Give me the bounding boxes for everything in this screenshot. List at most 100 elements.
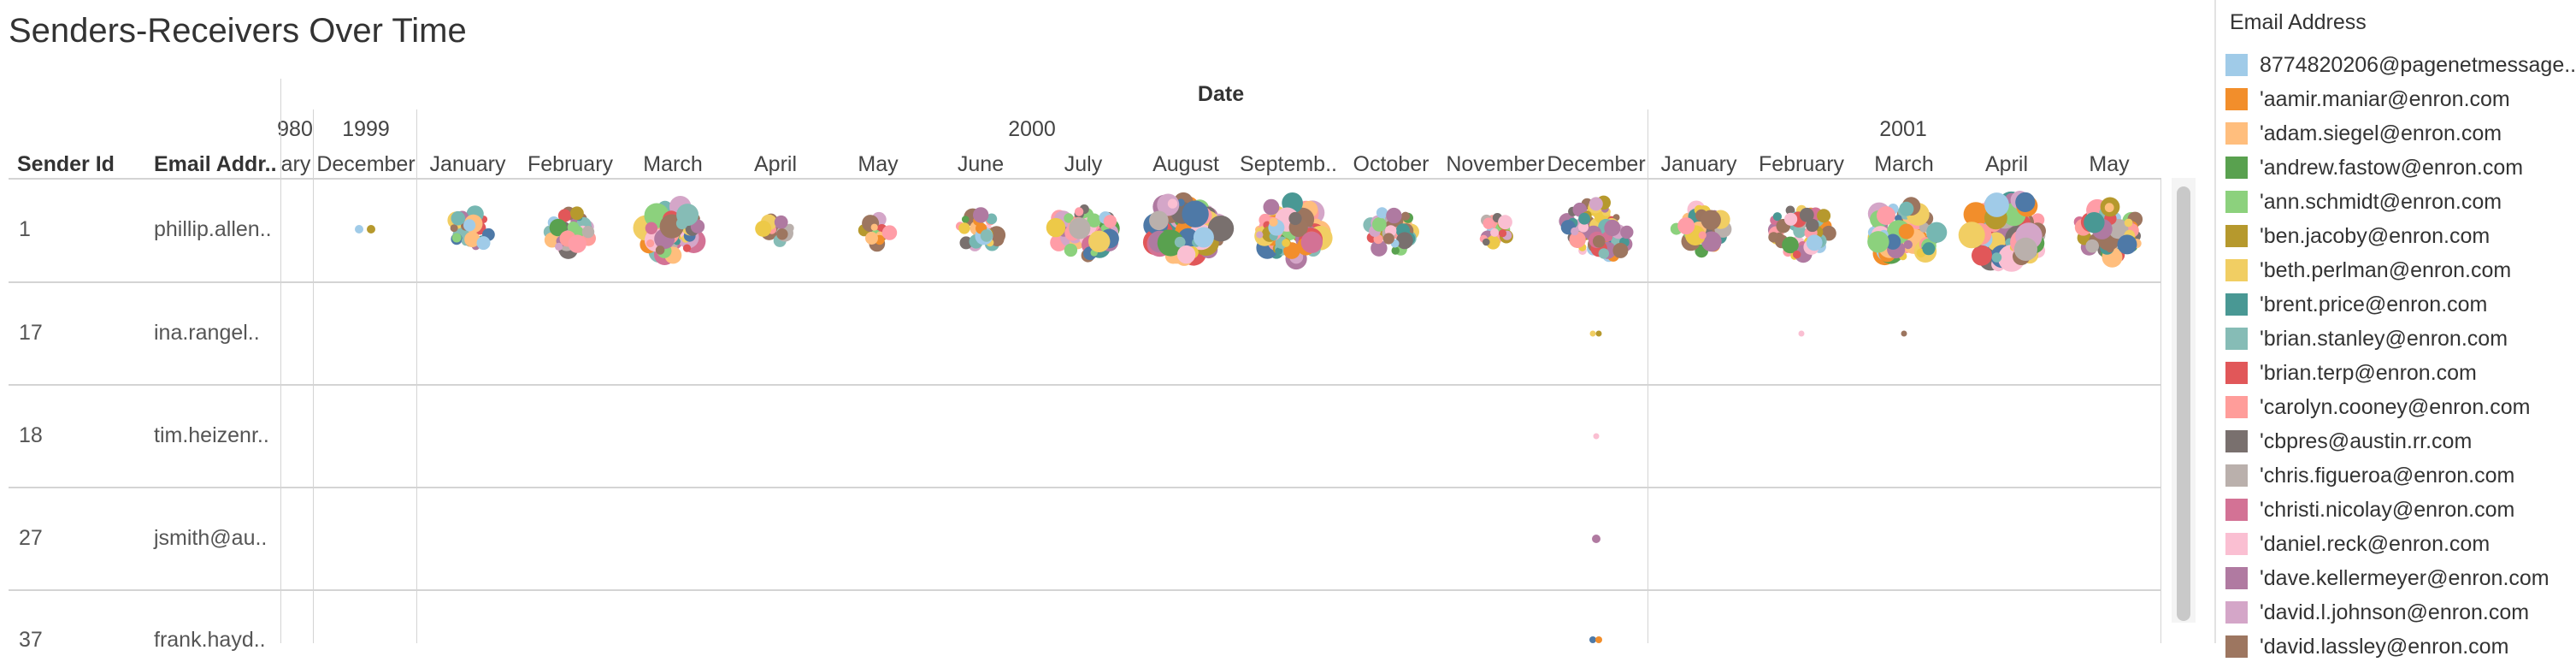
bubble-mark[interactable]: [645, 222, 658, 234]
bubble-mark[interactable]: [1595, 330, 1602, 337]
bubble-mark[interactable]: [355, 225, 363, 233]
bubble-mark[interactable]: [1486, 235, 1500, 250]
bubble-mark[interactable]: [986, 213, 998, 225]
bubble-plot-area[interactable]: [0, 0, 2163, 643]
bubble-mark[interactable]: [1701, 231, 1722, 252]
bubble-mark[interactable]: [961, 216, 970, 223]
bubble-mark[interactable]: [1984, 192, 2009, 217]
legend-item[interactable]: 'ben.jacoby@enron.com: [2225, 221, 2490, 251]
bubble-mark[interactable]: [1269, 217, 1278, 227]
bubble-mark[interactable]: [646, 239, 655, 248]
bubble-mark[interactable]: [1182, 200, 1209, 228]
bubble-mark[interactable]: [1074, 207, 1084, 216]
bubble-mark[interactable]: [1793, 250, 1801, 259]
bubble-mark[interactable]: [1899, 201, 1914, 216]
legend-item[interactable]: 8774820206@pagenetmessage..: [2225, 50, 2576, 80]
bubble-mark[interactable]: [567, 222, 580, 233]
sender-id-header[interactable]: Sender Id: [17, 152, 115, 176]
bubble-mark[interactable]: [367, 225, 375, 233]
bubble-mark[interactable]: [1817, 209, 1831, 223]
bubble-mark[interactable]: [1598, 248, 1610, 259]
bubble-mark[interactable]: [1798, 330, 1805, 337]
bubble-mark[interactable]: [1176, 245, 1196, 264]
bubble-mark[interactable]: [774, 215, 788, 229]
bubble-mark[interactable]: [1498, 229, 1507, 238]
bubble-mark[interactable]: [2104, 203, 2114, 213]
legend-item[interactable]: 'brian.terp@enron.com: [2225, 358, 2477, 388]
bubble-mark[interactable]: [1701, 210, 1721, 230]
bubble-mark[interactable]: [1167, 198, 1178, 209]
bubble-mark[interactable]: [1592, 535, 1600, 543]
bubble-mark[interactable]: [1498, 215, 1512, 230]
bubble-mark[interactable]: [451, 233, 462, 243]
bubble-mark[interactable]: [1772, 212, 1782, 222]
bubble-mark[interactable]: [1578, 212, 1590, 225]
bubble-mark[interactable]: [2084, 212, 2105, 233]
bubble-mark[interactable]: [1884, 233, 1901, 250]
bubble-mark[interactable]: [1149, 210, 1169, 231]
bubble-mark[interactable]: [1282, 239, 1290, 247]
bubble-mark[interactable]: [1589, 636, 1596, 643]
bubble-mark[interactable]: [2085, 239, 2099, 253]
bubble-mark[interactable]: [676, 204, 699, 227]
legend-item[interactable]: 'cbpres@austin.rr.com: [2225, 426, 2472, 457]
bubble-mark[interactable]: [1275, 247, 1283, 255]
legend-item[interactable]: 'david.l.johnson@enron.com: [2225, 597, 2529, 628]
legend-item[interactable]: 'david.lassley@enron.com: [2225, 631, 2508, 662]
bubble-mark[interactable]: [865, 232, 878, 245]
bubble-mark[interactable]: [1877, 206, 1895, 225]
bubble-mark[interactable]: [958, 222, 970, 234]
bubble-mark[interactable]: [1483, 217, 1494, 229]
bubble-mark[interactable]: [1256, 231, 1264, 239]
bubble-mark[interactable]: [1806, 218, 1819, 233]
legend-item[interactable]: 'brent.price@enron.com: [2225, 289, 2487, 320]
bubble-mark[interactable]: [568, 234, 587, 253]
bubble-mark[interactable]: [570, 206, 584, 221]
bubble-mark[interactable]: [1064, 243, 1078, 257]
bubble-mark[interactable]: [1991, 252, 2002, 263]
bubble-mark[interactable]: [1396, 232, 1413, 250]
bubble-mark[interactable]: [1784, 212, 1798, 226]
bubble-mark[interactable]: [1571, 227, 1579, 236]
bubble-mark[interactable]: [1799, 207, 1814, 222]
legend-item[interactable]: 'adam.siegel@enron.com: [2225, 118, 2502, 149]
bubble-mark[interactable]: [1288, 211, 1302, 226]
bubble-mark[interactable]: [1593, 433, 1600, 440]
bubble-mark[interactable]: [1926, 222, 1948, 243]
bubble-mark[interactable]: [1371, 217, 1387, 232]
email-address-header[interactable]: Email Addr..: [154, 152, 277, 176]
scrollbar-thumb[interactable]: [2177, 186, 2190, 621]
bubble-mark[interactable]: [1483, 238, 1490, 246]
bubble-mark[interactable]: [1382, 233, 1394, 245]
bubble-mark[interactable]: [2124, 218, 2133, 228]
bubble-mark[interactable]: [1677, 217, 1695, 235]
bubble-mark[interactable]: [557, 209, 572, 222]
bubble-mark[interactable]: [1903, 239, 1913, 250]
bubble-mark[interactable]: [870, 223, 878, 231]
bubble-mark[interactable]: [464, 231, 480, 248]
bubble-mark[interactable]: [555, 242, 563, 251]
bubble-mark[interactable]: [1386, 207, 1402, 224]
bubble-mark[interactable]: [1698, 231, 1707, 239]
bubble-mark[interactable]: [1589, 197, 1603, 211]
legend-item[interactable]: 'carolyn.cooney@enron.com: [2225, 392, 2530, 423]
bubble-mark[interactable]: [463, 219, 476, 232]
bubble-mark[interactable]: [881, 225, 898, 240]
bubble-mark[interactable]: [1046, 217, 1066, 238]
legend-item[interactable]: 'andrew.fastow@enron.com: [2225, 152, 2523, 183]
bubble-mark[interactable]: [2015, 192, 2036, 212]
bubble-mark[interactable]: [1620, 225, 1634, 239]
legend-item[interactable]: 'christi.nicolay@enron.com: [2225, 494, 2514, 525]
bubble-mark[interactable]: [1207, 216, 1235, 242]
legend-item[interactable]: 'dave.kellermeyer@enron.com: [2225, 563, 2549, 594]
bubble-mark[interactable]: [1064, 213, 1074, 223]
bubble-mark[interactable]: [1157, 229, 1184, 257]
bubble-mark[interactable]: [973, 207, 989, 223]
bubble-mark[interactable]: [1174, 236, 1186, 248]
bubble-mark[interactable]: [1958, 222, 1985, 249]
bubble-mark[interactable]: [581, 226, 595, 239]
bubble-mark[interactable]: [1963, 202, 1989, 227]
bubble-mark[interactable]: [1592, 235, 1606, 248]
bubble-mark[interactable]: [755, 220, 772, 237]
bubble-mark[interactable]: [980, 229, 993, 242]
